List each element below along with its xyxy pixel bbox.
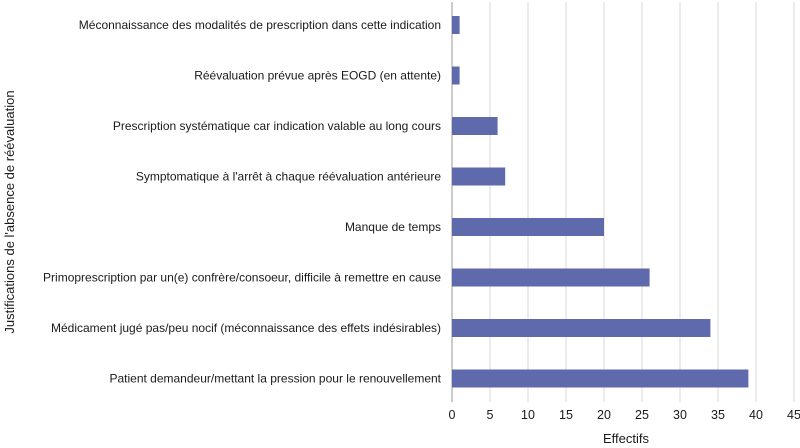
category-label: Médicament jugé pas/peu nocif (méconnais… — [51, 321, 441, 335]
bar — [452, 117, 498, 135]
category-label: Symptomatique à l'arrêt à chaque réévalu… — [136, 170, 441, 184]
category-label: Patient demandeur/mettant la pression po… — [109, 372, 441, 386]
x-tick-label: 40 — [749, 408, 763, 422]
bars — [452, 16, 749, 388]
category-label: Méconnaissance des modalités de prescrip… — [79, 18, 441, 32]
grid-lines — [451, 2, 795, 402]
category-label: Prescription systématique car indication… — [113, 119, 441, 133]
bar — [452, 268, 650, 287]
category-label: Manque de temps — [345, 220, 441, 234]
category-labels: Méconnaissance des modalités de prescrip… — [43, 18, 442, 386]
bar — [452, 319, 711, 337]
x-tick-labels: 0 5 10 15 20 25 30 35 40 45 — [449, 408, 800, 422]
bar — [452, 218, 604, 236]
x-tick-label: 30 — [673, 408, 687, 422]
x-axis-title: Effectifs — [603, 431, 650, 446]
x-tick-label: 15 — [559, 408, 573, 422]
x-tick-label: 35 — [711, 408, 725, 422]
x-tick-label: 45 — [787, 408, 800, 422]
bar — [452, 16, 460, 34]
y-axis-title: Justifications de l'absence de réévaluat… — [2, 90, 17, 333]
category-label: Réévaluation prévue après EOGD (en atten… — [194, 69, 441, 83]
category-label: Primoprescription par un(e) confrère/con… — [43, 271, 441, 285]
x-tick-label: 20 — [597, 408, 611, 422]
x-tick-label: 25 — [635, 408, 649, 422]
bar — [452, 66, 460, 85]
bar — [452, 369, 749, 388]
x-tick-label: 0 — [449, 408, 456, 422]
x-tick-label: 5 — [487, 408, 494, 422]
bar — [452, 167, 506, 186]
x-tick-label: 10 — [521, 408, 535, 422]
